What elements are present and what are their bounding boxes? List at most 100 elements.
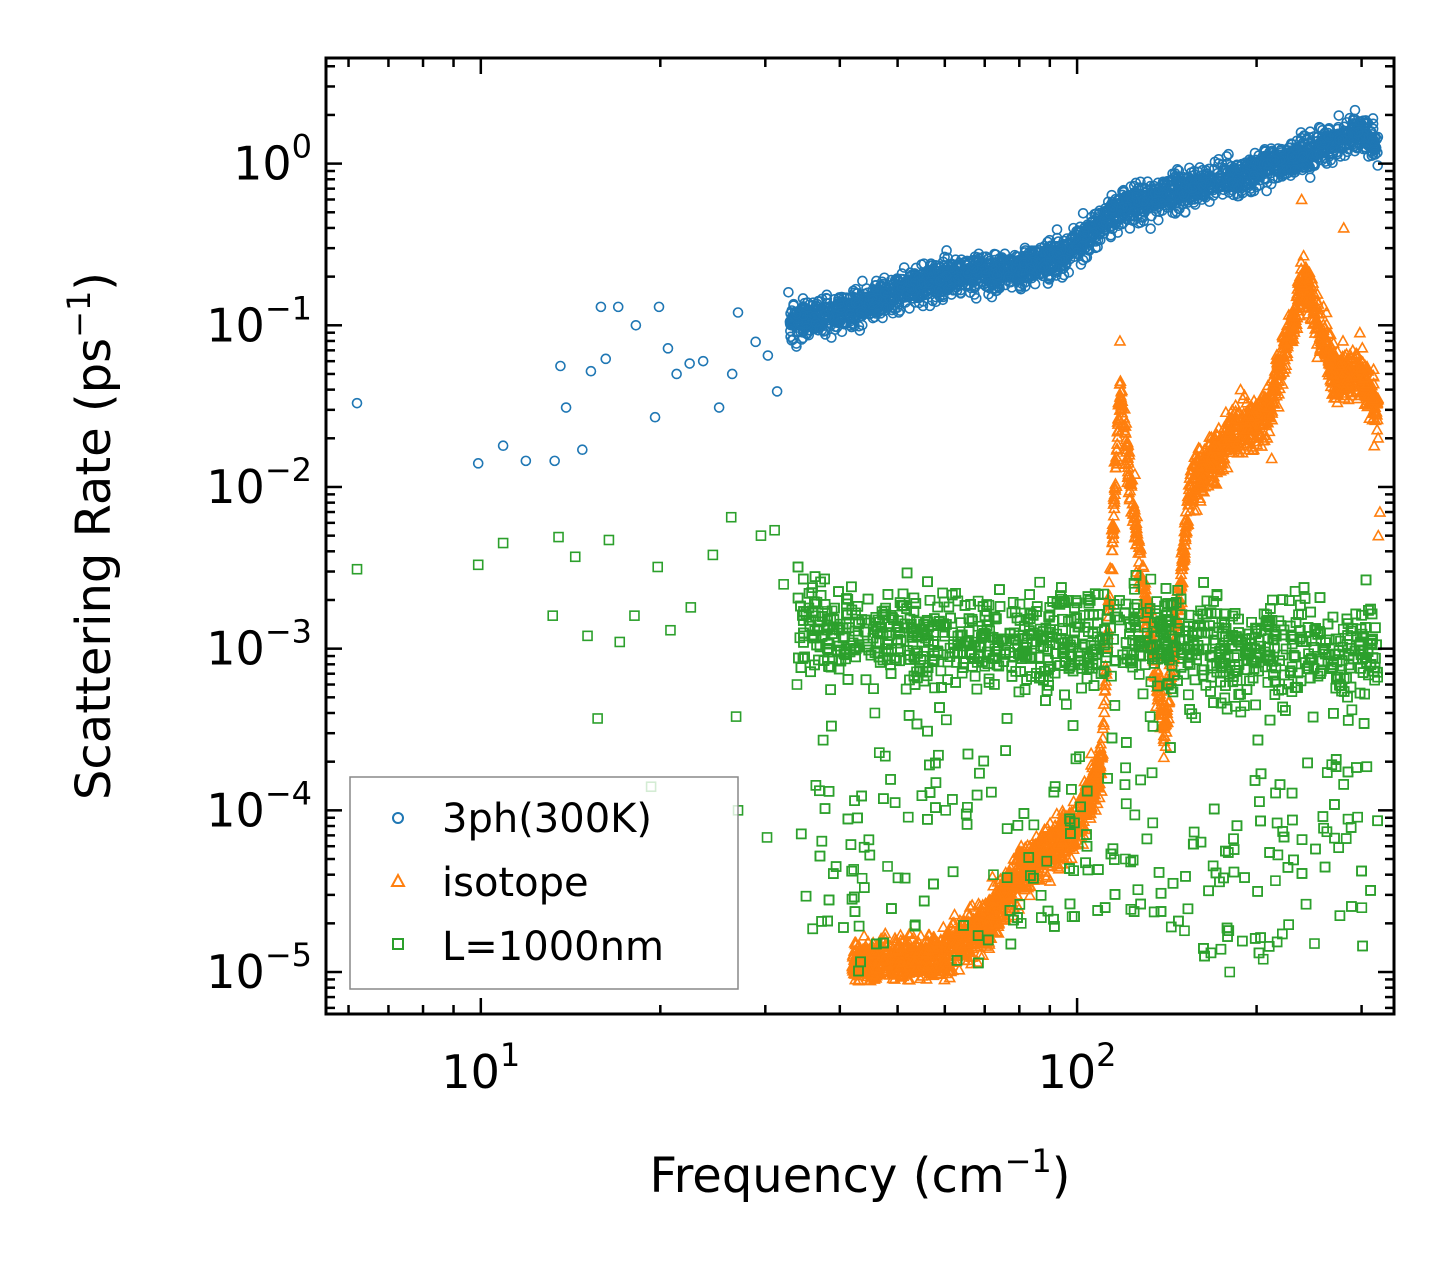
point-boundary <box>1183 689 1194 701</box>
point-boundary <box>814 785 825 797</box>
point-boundary <box>826 720 837 732</box>
point-boundary <box>1228 866 1240 878</box>
point-isotope <box>1335 383 1348 395</box>
point-boundary <box>1067 720 1079 731</box>
point-boundary <box>1329 799 1340 810</box>
point-boundary <box>1270 875 1281 886</box>
point-boundary <box>1155 887 1167 899</box>
point-boundary <box>842 674 854 685</box>
point-boundary <box>1365 885 1376 896</box>
point-boundary <box>947 794 958 805</box>
point-boundary <box>1255 815 1266 827</box>
point-boundary <box>1302 757 1313 769</box>
point-boundary <box>1024 589 1035 600</box>
point-boundary <box>1132 884 1144 896</box>
point-boundary <box>1182 903 1194 915</box>
point-isotope <box>1097 697 1111 709</box>
point-boundary <box>842 813 854 825</box>
point-boundary <box>1040 695 1051 706</box>
point-boundary <box>901 567 913 579</box>
point-isotope <box>1113 334 1127 346</box>
point-boundary <box>1109 889 1121 900</box>
point-boundary <box>1356 865 1367 877</box>
point-boundary <box>1076 682 1087 694</box>
point-boundary <box>849 906 861 917</box>
point-boundary <box>823 894 835 906</box>
point-isotope <box>1004 861 1018 873</box>
point-boundary <box>819 803 831 814</box>
point-boundary <box>838 922 849 933</box>
point-boundary <box>1334 910 1346 921</box>
point-boundary <box>845 839 857 850</box>
point-boundary <box>1277 701 1288 713</box>
point-boundary <box>1319 861 1331 873</box>
point-boundary <box>935 665 947 677</box>
point-boundary <box>848 891 860 903</box>
point-boundary <box>1277 701 1288 713</box>
point-boundary <box>1035 890 1047 901</box>
point-boundary <box>1167 877 1179 889</box>
point-isotope <box>1337 221 1351 233</box>
point-boundary <box>902 811 914 823</box>
point-boundary <box>1319 861 1331 873</box>
point-boundary <box>826 720 837 732</box>
point-boundary <box>903 710 915 721</box>
point-boundary <box>849 906 861 917</box>
point-boundary <box>873 747 885 758</box>
point-isotope <box>971 955 984 967</box>
point-boundary <box>868 683 879 694</box>
point-isotope <box>1179 519 1193 532</box>
point-boundary <box>922 576 933 588</box>
point-boundary <box>1280 705 1291 716</box>
point-isotope <box>1358 397 1372 409</box>
point-isotope <box>952 963 966 975</box>
point-isotope <box>1295 192 1308 205</box>
point-boundary <box>1018 808 1030 819</box>
point-boundary <box>797 573 809 585</box>
point-boundary <box>928 878 939 890</box>
point-boundary <box>842 813 854 825</box>
point-boundary <box>1059 689 1070 701</box>
point-boundary <box>1229 608 1241 619</box>
point-boundary <box>1296 868 1308 879</box>
point-boundary <box>1252 886 1263 897</box>
point-boundary <box>1180 871 1191 882</box>
point-boundary <box>1250 699 1261 711</box>
point-boundary <box>1215 943 1227 955</box>
point-boundary <box>962 748 974 760</box>
point-boundary <box>1254 796 1265 807</box>
point-boundary <box>1001 823 1013 834</box>
point-boundary <box>1296 834 1308 845</box>
point-isotope <box>1232 445 1246 458</box>
point-isotope <box>1121 453 1135 466</box>
point-isotope <box>948 908 961 920</box>
point-boundary <box>825 684 836 696</box>
point-isotope <box>1236 429 1250 441</box>
point-boundary <box>1372 815 1383 827</box>
point-boundary <box>1255 815 1266 827</box>
point-boundary <box>1283 919 1294 930</box>
point-boundary <box>978 755 990 767</box>
point-boundary <box>1252 734 1264 746</box>
point-isotope <box>1294 255 1308 267</box>
point-isotope <box>946 916 959 929</box>
point-boundary <box>1365 885 1376 896</box>
point-boundary <box>1137 688 1149 700</box>
point-boundary <box>1129 809 1141 821</box>
point-boundary <box>928 878 939 890</box>
point-boundary <box>1300 898 1312 910</box>
point-boundary <box>1235 706 1247 718</box>
point-boundary <box>817 734 829 746</box>
point-boundary <box>1064 898 1076 910</box>
point-boundary <box>1160 583 1172 594</box>
point-boundary <box>795 828 807 840</box>
point-boundary <box>1061 699 1072 710</box>
point-boundary <box>1153 867 1165 878</box>
point-isotope <box>1098 683 1112 695</box>
point-boundary <box>859 882 870 893</box>
point-boundary <box>1125 903 1137 915</box>
point-boundary <box>911 718 923 730</box>
point-isotope <box>937 920 950 932</box>
point-boundary <box>842 674 854 685</box>
